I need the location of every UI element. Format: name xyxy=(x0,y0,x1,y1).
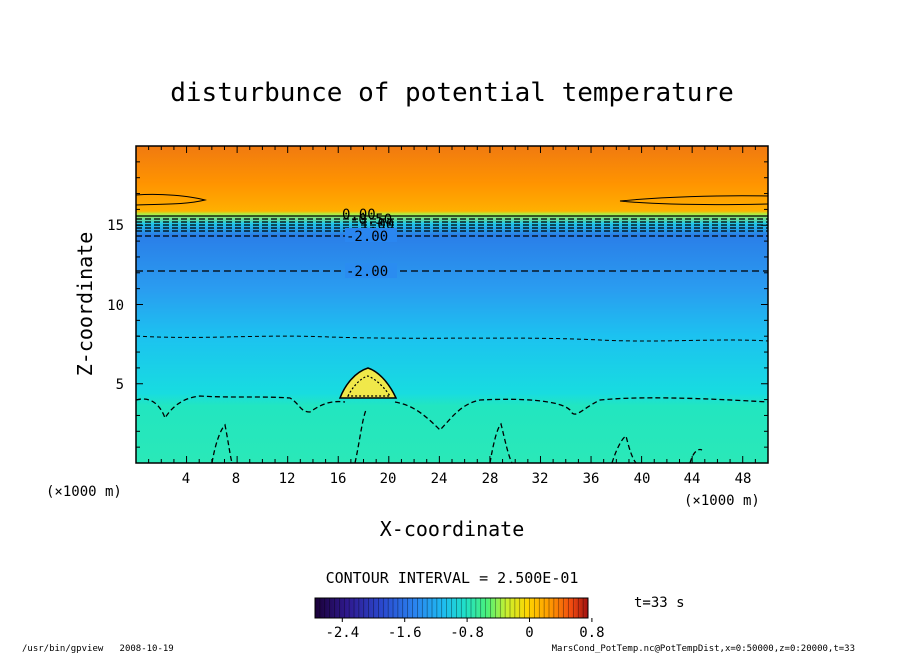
x-tick-label: 24 xyxy=(431,471,448,487)
contour-label: -2.00 xyxy=(346,229,388,245)
x-tick-label: 28 xyxy=(482,471,499,487)
x-tick-label: 8 xyxy=(232,471,240,487)
y-tick-label: 5 xyxy=(116,377,124,393)
contour-label: 0.00 xyxy=(342,207,376,223)
warm-anomaly xyxy=(338,367,398,399)
x-tick-label: 32 xyxy=(532,471,549,487)
colorbar-tick-label: 0.8 xyxy=(579,625,604,641)
upper-contours xyxy=(136,193,768,206)
contour-interval: CONTOUR INTERVAL = 2.500E-01 xyxy=(326,569,579,587)
x-tick-label: 4 xyxy=(182,471,190,487)
colorbar-tick-label: -0.8 xyxy=(450,625,484,641)
y-tick-label: 15 xyxy=(107,218,124,234)
contour-labels: 0.00 -0.50 -1.00 -2.00 -2.00 xyxy=(342,207,397,280)
footer-right: MarsCond_PotTemp.nc@PotTempDist,x=0:5000… xyxy=(552,644,855,654)
y-tick-label: 10 xyxy=(107,298,124,314)
y-axis-label: Z-coordinate xyxy=(73,232,97,377)
chart-title: disturbunce of potential temperature xyxy=(170,78,734,108)
x-tick-label: 12 xyxy=(279,471,296,487)
colorbar-ticks: -2.4 -1.6 -0.8 0 0.8 xyxy=(325,618,605,641)
lower-contours xyxy=(136,395,768,463)
x-tick-label: 44 xyxy=(684,471,701,487)
axis-ticks xyxy=(136,146,768,463)
x-tick-label: 16 xyxy=(330,471,347,487)
x-tick-label: 40 xyxy=(634,471,651,487)
x-tick-label: 20 xyxy=(380,471,397,487)
x-unit-left: (×1000 m) xyxy=(46,484,122,500)
colorbar: -2.4 -1.6 -0.8 0 0.8 xyxy=(314,597,605,641)
x-tick-labels: 4 8 12 16 20 24 28 32 36 40 44 48 xyxy=(182,471,752,487)
colorbar-tick-label: 0 xyxy=(525,625,533,641)
contour-label: -2.00 xyxy=(346,264,388,280)
field-background xyxy=(136,146,768,463)
time-label: t=33 s xyxy=(634,595,685,611)
x-tick-label: 48 xyxy=(735,471,752,487)
x-axis-label: X-coordinate xyxy=(380,517,525,541)
x-unit-right: (×1000 m) xyxy=(684,493,760,509)
colorbar-tick-label: -2.4 xyxy=(325,625,359,641)
footer-left: /usr/bin/gpview 2008-10-19 xyxy=(22,644,174,654)
y-tick-labels: 5 10 15 xyxy=(107,218,124,393)
colorbar-frame xyxy=(314,597,589,619)
colorbar-stripes xyxy=(319,598,584,618)
contour-band xyxy=(136,215,768,342)
contour-label: -0.50 xyxy=(350,212,392,228)
colorbar-tick-label: -1.6 xyxy=(388,625,422,641)
plot-field xyxy=(136,146,768,463)
x-tick-label: 36 xyxy=(583,471,600,487)
